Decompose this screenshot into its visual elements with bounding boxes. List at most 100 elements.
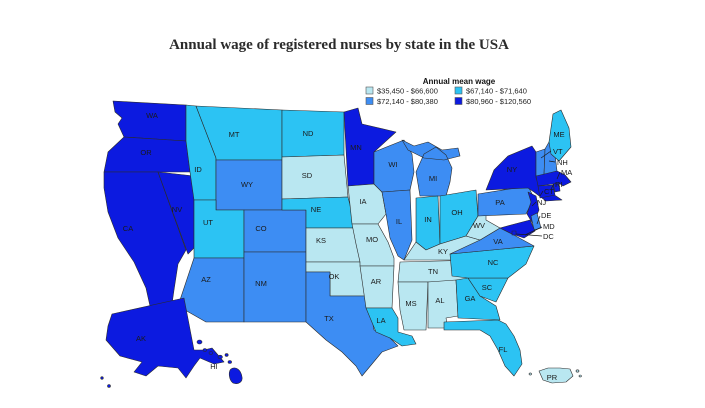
state-label-VA: VA [493, 237, 502, 246]
leader-labels-layer: VT NH MA RI CT NJ DE MD DC [515, 147, 572, 241]
state-DE[interactable] [530, 212, 542, 231]
state-label-TN: TN [428, 267, 438, 276]
state-MD[interactable] [499, 219, 536, 239]
page-title: Annual wage of registered nurses by stat… [169, 37, 509, 53]
state-label-NH: NH [557, 158, 568, 167]
state-MI[interactable] [401, 139, 461, 197]
state-label-NE: NE [311, 205, 321, 214]
state-label-WY: WY [241, 180, 253, 189]
state-label-MO: MO [366, 235, 378, 244]
state-label-SC: SC [482, 283, 493, 292]
legend-label-bin4: $80,960 - $120,560 [466, 97, 531, 106]
leader-line-NJ [531, 201, 537, 207]
state-FL[interactable] [443, 319, 523, 377]
legend-label-bin3: $72,140 - $80,380 [377, 97, 438, 106]
state-label-VT: VT [553, 147, 563, 156]
state-label-MD: MD [543, 222, 555, 231]
state-WA[interactable] [112, 100, 187, 142]
legend-label-bin2: $67,140 - $71,640 [466, 87, 527, 96]
state-label-OH: OH [451, 208, 462, 217]
state-ME[interactable] [548, 109, 572, 162]
state-label-WV: WV [473, 221, 485, 230]
state-label-IL: IL [396, 217, 402, 226]
leader-line-DE [536, 215, 541, 225]
leader-line-VT [540, 150, 552, 159]
state-label-MS: MS [405, 299, 416, 308]
state-CO[interactable] [243, 209, 307, 253]
states-layer [100, 100, 582, 388]
state-label-RI: RI [555, 180, 563, 189]
state-AK-islet [107, 384, 111, 388]
state-label-KY: KY [438, 247, 448, 256]
state-label-IN: IN [424, 215, 432, 224]
state-label-GA: GA [465, 294, 476, 303]
state-label-ND: ND [303, 129, 314, 138]
state-label-WA: WA [146, 111, 158, 120]
state-KS[interactable] [305, 227, 361, 263]
state-label-DE: DE [541, 211, 551, 220]
state-label-IA: IA [359, 197, 366, 206]
state-RI[interactable] [552, 182, 561, 193]
state-label-DC: DC [543, 232, 554, 241]
state-AZ[interactable] [177, 257, 245, 323]
state-LA[interactable] [365, 307, 417, 347]
legend-swatch-bin3 [365, 97, 374, 105]
state-label-WI: WI [388, 160, 397, 169]
state-HI[interactable] [196, 339, 243, 384]
state-PA[interactable] [477, 185, 535, 217]
state-CT[interactable] [537, 184, 556, 199]
leader-line-DC [515, 233, 543, 237]
state-SD[interactable] [281, 154, 349, 200]
legend-swatch-bin4 [454, 97, 463, 105]
state-label-CO: CO [255, 224, 266, 233]
state-label-PR: PR [547, 373, 558, 382]
state-label-TX: TX [324, 314, 334, 323]
state-label-KS: KS [316, 236, 326, 245]
state-PR[interactable] [528, 367, 582, 384]
state-label-MN: MN [350, 143, 362, 152]
state-label-NY: NY [507, 165, 517, 174]
state-label-AZ: AZ [201, 275, 211, 284]
state-label-AR: AR [371, 277, 382, 286]
state-TX[interactable] [305, 271, 399, 377]
state-label-NM: NM [255, 279, 267, 288]
state-label-PA: PA [495, 198, 504, 207]
state-VT[interactable] [535, 148, 546, 177]
legend-label-bin1: $35,450 - $66,600 [377, 87, 438, 96]
state-label-MI: MI [429, 174, 437, 183]
state-label-AL: AL [435, 296, 444, 305]
state-label-ID: ID [194, 165, 202, 174]
state-label-NJ: NJ [537, 198, 546, 207]
state-label-LA: LA [376, 316, 385, 325]
state-label-OK: OK [329, 272, 340, 281]
state-label-FL: FL [499, 345, 508, 354]
state-label-MT: MT [229, 130, 240, 139]
state-label-NC: NC [488, 258, 499, 267]
legend-title: Annual mean wage [423, 77, 496, 86]
leader-line-MA [556, 171, 561, 180]
state-AR[interactable] [359, 265, 395, 309]
state-AK-islet [100, 376, 104, 380]
state-label-CT: CT [544, 187, 554, 196]
leader-line-CT [539, 190, 544, 197]
legend-swatch-bin2 [454, 86, 463, 95]
state-label-UT: UT [203, 218, 213, 227]
state-label-ME: ME [553, 130, 564, 139]
state-label-SD: SD [302, 171, 313, 180]
state-DC[interactable] [511, 230, 517, 236]
legend-swatch-bin1 [365, 86, 374, 95]
state-label-HI: HI [210, 362, 218, 371]
leader-line-RI [550, 183, 555, 190]
state-label-AK: AK [136, 334, 146, 343]
state-label-MA: MA [561, 168, 572, 177]
state-NM[interactable] [243, 251, 307, 323]
leader-line-MD [524, 226, 543, 236]
state-MS[interactable] [397, 281, 429, 331]
leader-line-NH [548, 160, 556, 163]
legend: Annual mean wage $35,450 - $66,600 $67,1… [365, 77, 531, 106]
state-label-NV: NV [172, 205, 182, 214]
state-IL[interactable] [381, 189, 413, 261]
state-label-OR: OR [140, 148, 152, 157]
